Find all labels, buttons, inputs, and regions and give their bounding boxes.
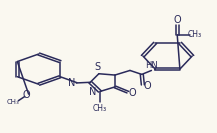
Text: O: O [129, 88, 136, 98]
Text: S: S [95, 62, 101, 72]
Text: O: O [23, 90, 30, 100]
Text: HN: HN [145, 61, 157, 70]
Text: N: N [89, 87, 97, 97]
Text: CH₃: CH₃ [7, 99, 19, 105]
Text: CH₃: CH₃ [187, 30, 201, 39]
Text: N: N [68, 78, 76, 88]
Text: O: O [173, 15, 181, 25]
Text: O: O [144, 81, 151, 91]
Text: CH₃: CH₃ [93, 104, 107, 113]
